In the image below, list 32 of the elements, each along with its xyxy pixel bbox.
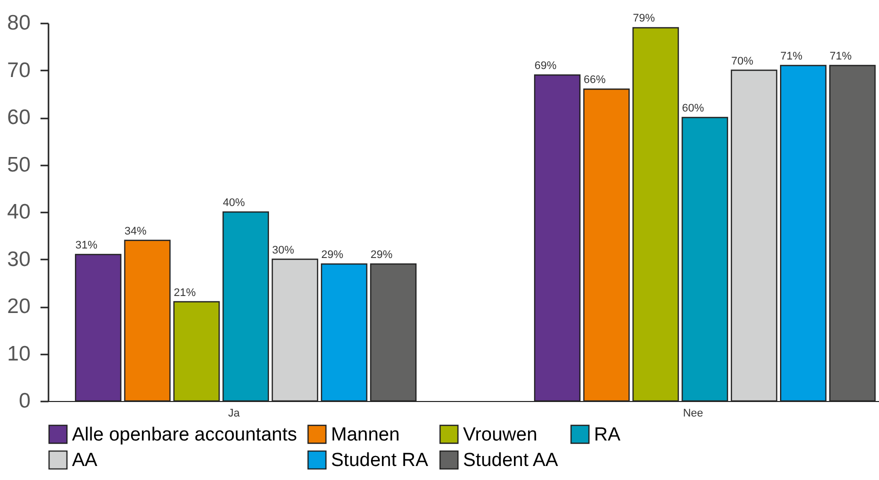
y-tick-label: 50 xyxy=(7,153,30,176)
y-tick-label: 60 xyxy=(7,106,30,129)
data-label: 30% xyxy=(272,244,294,256)
data-label: 34% xyxy=(124,225,147,238)
data-label: 79% xyxy=(632,12,656,25)
legend-label: Student RA xyxy=(331,450,428,471)
legend-label: AA xyxy=(72,450,98,471)
legend-label: Alle openbare accountants xyxy=(72,424,297,446)
data-label: 69% xyxy=(534,60,557,72)
legend-label: Mannen xyxy=(331,424,400,446)
data-label: 60% xyxy=(682,102,704,114)
y-tick-label: 30 xyxy=(7,248,30,271)
data-label: 29% xyxy=(321,248,344,261)
data-label: 21% xyxy=(174,286,196,299)
data-label: 71% xyxy=(830,50,852,63)
legend-label: Student AA xyxy=(463,450,558,471)
y-tick-label: 40 xyxy=(7,200,30,224)
x-tick-label: Nee xyxy=(682,408,704,420)
data-label: 31% xyxy=(75,240,98,252)
y-tick-label: 80 xyxy=(7,12,30,34)
y-tick-label: 20 xyxy=(7,295,30,318)
data-label: 29% xyxy=(370,248,393,261)
y-tick-label: 70 xyxy=(7,58,30,82)
data-label: 66% xyxy=(584,74,606,86)
y-tick-label: 10 xyxy=(7,342,30,366)
x-tick-label: Ja xyxy=(228,408,241,420)
data-label: 40% xyxy=(222,197,246,209)
data-label: 70% xyxy=(731,55,754,68)
legend-label: RA xyxy=(594,424,621,446)
data-label: 71% xyxy=(780,50,803,63)
y-tick-label: 0 xyxy=(18,390,30,412)
legend-label: Vrouwen xyxy=(463,424,538,446)
